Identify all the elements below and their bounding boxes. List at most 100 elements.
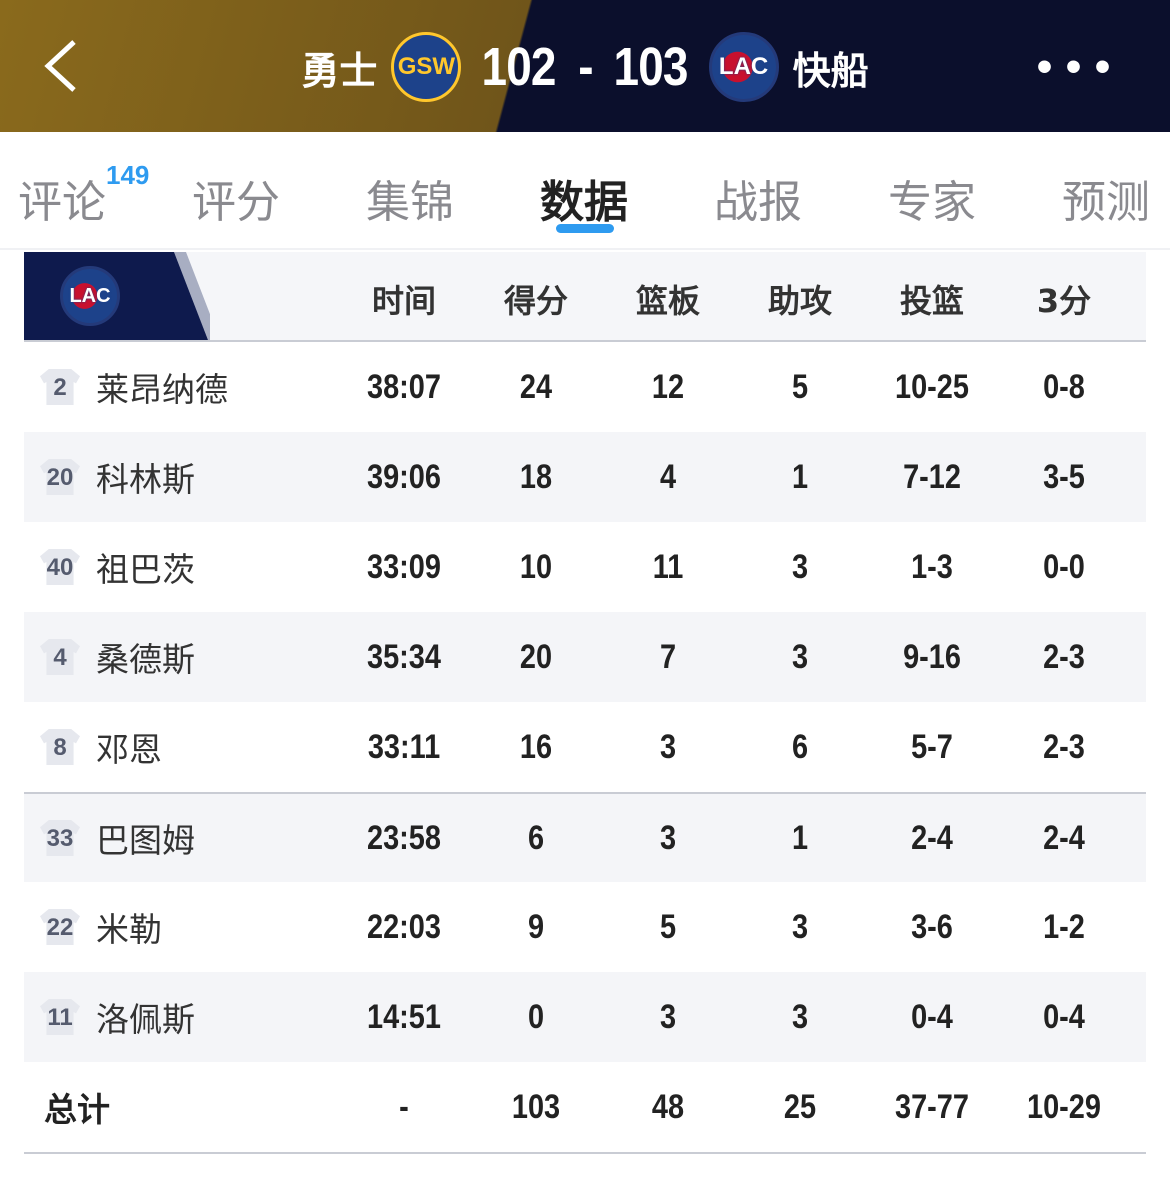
column-header: 投篮 [899, 282, 964, 320]
stat-cell: 18 [519, 457, 553, 496]
player-name[interactable]: 米勒 [96, 910, 162, 949]
stat-cell: 0-8 [1043, 367, 1085, 406]
total-stat-cell: - [399, 1087, 409, 1126]
jersey-number: 11 [40, 999, 80, 1035]
stat-cell: 0 [527, 997, 545, 1036]
player-row[interactable]: 22 米勒 22:03 9 5 3 3-6 1-2 [24, 882, 1146, 972]
stat-cell: 3 [791, 547, 809, 586]
comment-count-badge: 149 [106, 160, 150, 190]
stat-cell: 23:58 [367, 818, 441, 857]
gsw-logo-icon: GSW [391, 32, 462, 102]
stat-cell: 0-0 [1043, 547, 1085, 586]
table-header: LAC 时间 得分 篮板 助攻 投篮 3分 [24, 252, 1146, 342]
stat-cell: 6 [527, 818, 545, 857]
stat-cell: 10-25 [895, 367, 969, 406]
player-name[interactable]: 科林斯 [96, 460, 195, 499]
game-header: 勇士 GSW 102 - 103 LAC 快船 ••• [0, 0, 1170, 132]
player-name[interactable]: 莱昂纳德 [96, 370, 228, 409]
column-header: 3分 [1036, 282, 1092, 320]
stat-cell: 10 [519, 547, 553, 586]
stat-cell: 7 [659, 637, 677, 676]
stat-cell: 5-7 [911, 727, 953, 766]
stat-cell: 1 [791, 457, 809, 496]
stat-cell: 1-3 [911, 547, 953, 586]
more-icon[interactable]: ••• [1032, 48, 1120, 89]
jersey-number: 8 [40, 729, 80, 765]
stat-cell: 2-3 [1043, 637, 1085, 676]
tab-ratings[interactable]: 评分 [192, 177, 280, 228]
stat-cell: 9-16 [903, 637, 961, 676]
total-label: 总计 [44, 1090, 110, 1129]
stat-cell: 33:11 [367, 727, 441, 766]
stat-cell: 0-4 [1043, 997, 1085, 1036]
stat-cell: 2-4 [1043, 818, 1085, 857]
player-name[interactable]: 祖巴茨 [96, 550, 195, 589]
stat-cell: 11 [652, 547, 684, 586]
total-stat-cell: 103 [511, 1087, 561, 1126]
player-name[interactable]: 桑德斯 [96, 640, 195, 679]
tab-report[interactable]: 战报 [714, 177, 802, 228]
player-row[interactable]: 11 洛佩斯 14:51 0 3 3 0-4 0-4 [24, 972, 1146, 1062]
total-stat-cell: 48 [651, 1087, 685, 1126]
player-row[interactable]: 20 科林斯 39:06 18 4 1 7-12 3-5 [24, 432, 1146, 522]
total-stat-cell: 10-29 [1027, 1087, 1101, 1126]
scoreboard: 勇士 GSW 102 - 103 LAC 快船 [0, 30, 1170, 104]
score-separator: - [577, 37, 593, 97]
back-arrow-icon[interactable] [40, 38, 80, 94]
lac-logo-icon: LAC [60, 266, 120, 326]
divider [24, 1152, 1146, 1154]
active-tab-indicator [556, 224, 614, 233]
jersey-number: 33 [40, 820, 80, 856]
jersey-number: 22 [40, 909, 80, 945]
column-header: 时间 [371, 282, 436, 320]
column-header: 得分 [503, 282, 568, 320]
stat-cell: 38:07 [367, 367, 441, 406]
tab-highlights[interactable]: 集锦 [366, 177, 454, 228]
total-row: 总计 - 103 48 25 37-77 10-29 [24, 1062, 1146, 1152]
stat-cell: 1-2 [1043, 907, 1085, 946]
player-name[interactable]: 洛佩斯 [96, 1000, 195, 1039]
stat-cell: 3 [659, 818, 677, 857]
stat-cell: 12 [651, 367, 685, 406]
player-name[interactable]: 巴图姆 [96, 821, 195, 860]
jersey-number: 40 [40, 549, 80, 585]
stat-cell: 20 [519, 637, 553, 676]
player-name[interactable]: 邓恩 [96, 730, 162, 769]
stat-cell: 9 [527, 907, 545, 946]
away-team-name: 快船 [792, 48, 869, 93]
stat-cell: 22:03 [367, 907, 441, 946]
column-header: 篮板 [635, 282, 700, 320]
total-stat-cell: 37-77 [895, 1087, 969, 1126]
home-team-name: 勇士 [301, 48, 378, 93]
jersey-number: 20 [40, 459, 80, 495]
stat-cell: 35:34 [367, 637, 441, 676]
tab-bar: 评论 149 评分 集锦 数据 战报 专家 预测 [0, 132, 1170, 250]
player-row[interactable]: 40 祖巴茨 33:09 10 11 3 1-3 0-0 [24, 522, 1146, 612]
tab-experts[interactable]: 专家 [888, 177, 976, 228]
player-row[interactable]: 2 莱昂纳德 38:07 24 12 5 10-25 0-8 [24, 342, 1146, 432]
stat-cell: 24 [519, 367, 553, 406]
away-score: 103 [614, 37, 689, 97]
stat-cell: 3 [659, 727, 677, 766]
stat-cell: 1 [791, 818, 809, 857]
tab-label: 评论 [18, 177, 106, 228]
lac-logo-icon: LAC [708, 32, 779, 102]
player-row[interactable]: 8 邓恩 33:11 16 3 6 5-7 2-3 [24, 702, 1146, 792]
tab-comments[interactable]: 评论 149 [18, 160, 149, 230]
team-badge: LAC [24, 252, 208, 340]
stat-cell: 3-5 [1043, 457, 1085, 496]
jersey-number: 2 [40, 369, 80, 405]
stat-cell: 14:51 [367, 997, 441, 1036]
player-row[interactable]: 4 桑德斯 35:34 20 7 3 9-16 2-3 [24, 612, 1146, 702]
stat-cell: 0-4 [911, 997, 953, 1036]
stat-cell: 3 [791, 907, 809, 946]
home-score: 102 [481, 37, 557, 97]
tab-stats[interactable]: 数据 [540, 177, 628, 228]
stat-cell: 2-4 [911, 818, 953, 857]
stat-cell: 39:06 [367, 457, 441, 496]
player-row[interactable]: 33 巴图姆 23:58 6 3 1 2-4 2-4 [24, 792, 1146, 882]
tab-predictions[interactable]: 预测 [1062, 177, 1150, 228]
stat-cell: 3 [791, 637, 809, 676]
stat-cell: 2-3 [1043, 727, 1085, 766]
player-stats-table: LAC 时间 得分 篮板 助攻 投篮 3分 2 莱昂纳德 38:07 24 12 5 10-25 0-8… [24, 252, 1146, 1154]
